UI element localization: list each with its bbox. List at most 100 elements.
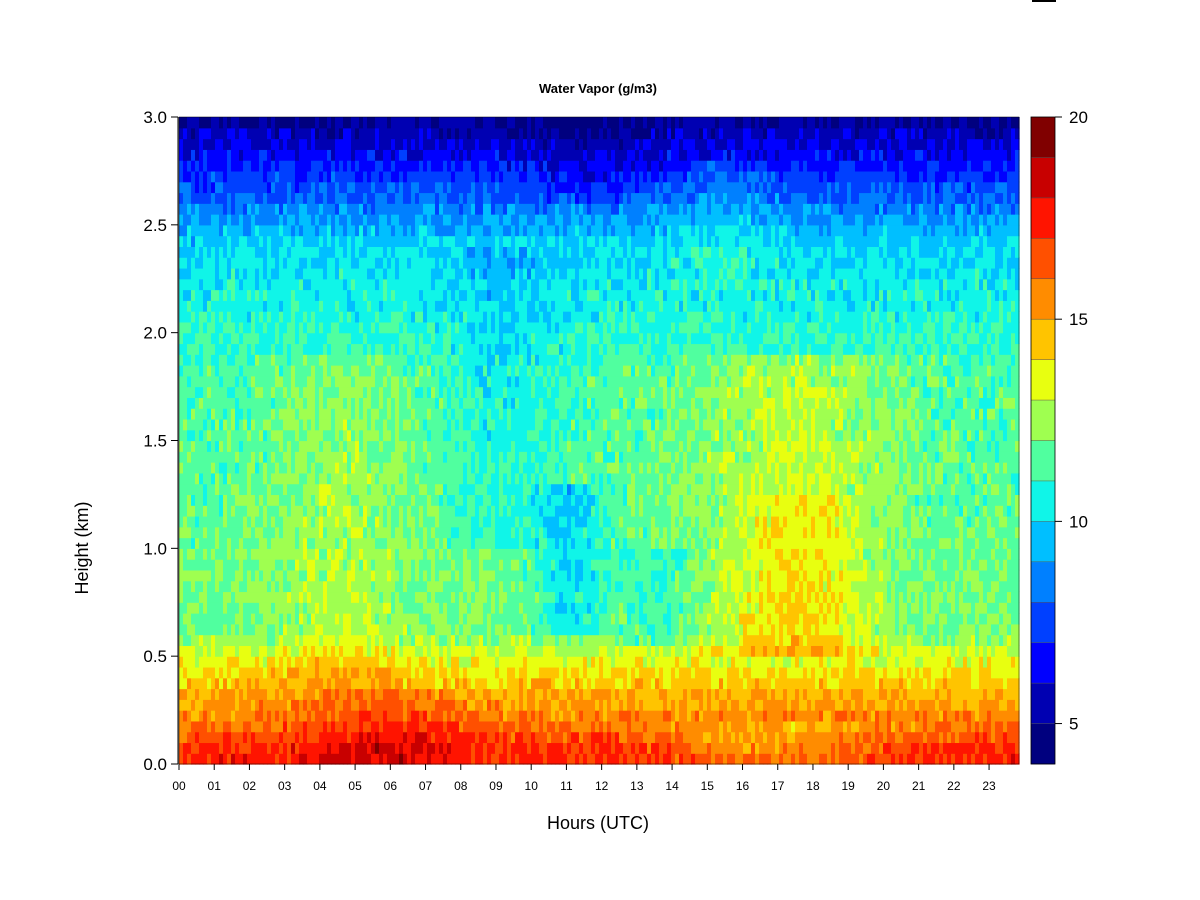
heatmap-cell (259, 742, 264, 754)
heatmap-cell (199, 548, 204, 560)
heatmap-cell (243, 321, 248, 334)
heatmap-cell (363, 613, 368, 625)
heatmap-cell (291, 311, 296, 323)
heatmap-cell (307, 699, 312, 711)
heatmap-cell (255, 343, 260, 355)
heatmap-cell (187, 278, 192, 291)
heatmap-cell (187, 160, 192, 172)
heatmap-cell (283, 569, 288, 582)
heatmap-cell (207, 267, 212, 280)
heatmap-cell (323, 117, 328, 129)
heatmap-cell (467, 386, 472, 398)
heatmap-cell (435, 440, 440, 452)
heatmap-cell (219, 472, 224, 485)
heatmap-cell (451, 257, 456, 269)
heatmap-cell (411, 321, 416, 334)
heatmap-cell (255, 365, 260, 377)
heatmap-cell (459, 645, 464, 657)
heatmap-cell (367, 418, 372, 431)
heatmap-cell (219, 580, 224, 593)
heatmap-cell (459, 354, 464, 366)
heatmap-cell (359, 699, 364, 711)
heatmap-cell (351, 753, 356, 765)
heatmap-cell (207, 505, 212, 517)
heatmap-cell (443, 354, 448, 366)
heatmap-cell (399, 181, 404, 194)
heatmap-cell (303, 343, 308, 355)
heatmap-cell (219, 343, 224, 355)
heatmap-cell (307, 321, 312, 334)
heatmap-cell (335, 483, 340, 496)
heatmap-cell (227, 300, 232, 312)
heatmap-cell (371, 267, 376, 280)
heatmap-cell (303, 127, 308, 140)
heatmap-cell (251, 365, 256, 377)
heatmap-cell (363, 472, 368, 485)
heatmap-cell (323, 257, 328, 269)
heatmap-cell (431, 160, 436, 172)
heatmap-cell (411, 602, 416, 614)
heatmap-cell (267, 537, 272, 549)
heatmap-cell (431, 429, 436, 442)
heatmap-cell (203, 634, 208, 646)
heatmap-cell (239, 634, 244, 646)
heatmap-cell (343, 623, 348, 636)
heatmap-cell (371, 289, 376, 301)
heatmap-cell (203, 429, 208, 442)
heatmap-cell (367, 214, 372, 226)
heatmap-cell (315, 688, 320, 700)
heatmap-cell (191, 311, 196, 323)
heatmap-cell (407, 645, 412, 657)
heatmap-cell (399, 559, 404, 571)
heatmap-cell (231, 451, 236, 463)
heatmap-cell (443, 235, 448, 247)
heatmap-cell (371, 602, 376, 614)
heatmap-cell (423, 289, 428, 301)
heatmap-cell (403, 656, 408, 668)
heatmap-cell (323, 753, 328, 765)
heatmap-cell (423, 149, 428, 161)
heatmap-cell (379, 117, 384, 129)
heatmap-cell (231, 289, 236, 301)
heatmap-cell (359, 548, 364, 560)
heatmap-cell (395, 365, 400, 377)
heatmap-cell (255, 117, 260, 129)
heatmap-cell (207, 515, 212, 528)
heatmap-cell (267, 720, 272, 733)
heatmap-cell (375, 720, 380, 733)
heatmap-cell (443, 289, 448, 301)
heatmap-cell (215, 408, 220, 420)
heatmap-cell (507, 224, 512, 237)
heatmap-cell (475, 192, 480, 204)
heatmap-cell (275, 224, 280, 237)
heatmap-cell (283, 472, 288, 485)
heatmap-cell (363, 203, 368, 215)
heatmap-cell (223, 569, 228, 582)
heatmap-cell (231, 375, 236, 388)
heatmap-cell (295, 127, 300, 140)
heatmap-cell (295, 224, 300, 237)
heatmap-cell (471, 267, 476, 280)
heatmap-cell (491, 214, 496, 226)
heatmap-cell (363, 289, 368, 301)
heatmap-cell (267, 677, 272, 690)
heatmap-cell (211, 365, 216, 377)
heatmap-cell (455, 408, 460, 420)
heatmap-cell (435, 375, 440, 388)
heatmap-cell (431, 300, 436, 312)
heatmap-cell (267, 623, 272, 636)
heatmap-cell (355, 462, 360, 474)
heatmap-cell (215, 677, 220, 690)
heatmap-cell (311, 440, 316, 452)
heatmap-cell (479, 214, 484, 226)
heatmap-cell (303, 386, 308, 398)
heatmap-cell (495, 289, 500, 301)
heatmap-cell (475, 343, 480, 355)
heatmap-cell (287, 127, 292, 140)
heatmap-cell (219, 602, 224, 614)
heatmap-cell (331, 569, 336, 582)
heatmap-cell (387, 580, 392, 593)
heatmap-cell (215, 472, 220, 485)
heatmap-cell (255, 677, 260, 690)
heatmap-cell (387, 170, 392, 183)
